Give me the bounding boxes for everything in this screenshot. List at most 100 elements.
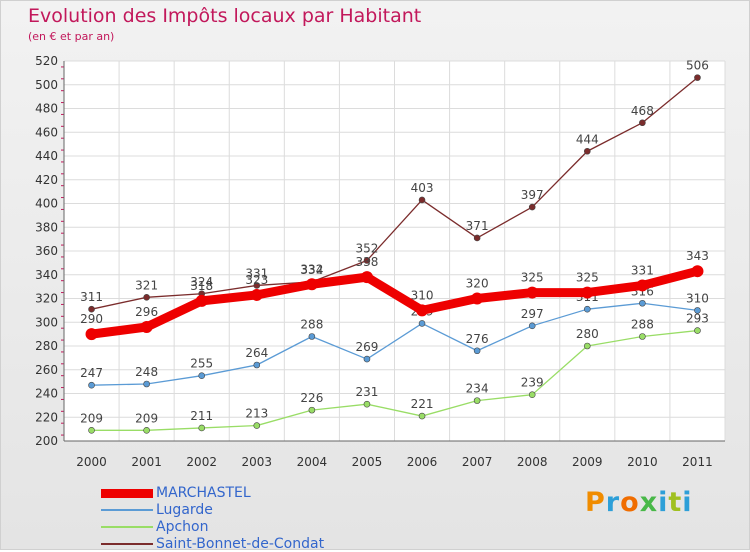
legend-label: Lugarde bbox=[156, 502, 213, 518]
y-tick-label: 280 bbox=[35, 339, 58, 353]
legend-swatch bbox=[101, 526, 153, 528]
data-label: 371 bbox=[466, 219, 489, 233]
data-point bbox=[583, 147, 591, 155]
data-label: 403 bbox=[411, 181, 434, 195]
data-label: 332 bbox=[300, 262, 323, 276]
y-tick-label: 380 bbox=[35, 220, 58, 234]
data-point bbox=[143, 427, 150, 434]
data-label: 310 bbox=[411, 288, 434, 302]
y-tick-label: 320 bbox=[35, 292, 58, 306]
data-label: 444 bbox=[576, 132, 599, 146]
data-label: 280 bbox=[576, 327, 599, 341]
x-tick-label: 2006 bbox=[407, 455, 438, 469]
data-label: 331 bbox=[631, 263, 654, 277]
data-point bbox=[418, 196, 426, 204]
legend-item: MARCHASTEL bbox=[101, 485, 361, 501]
data-label: 209 bbox=[135, 411, 158, 425]
data-point bbox=[363, 400, 371, 408]
data-label: 338 bbox=[356, 255, 379, 269]
data-point bbox=[639, 333, 646, 340]
data-point bbox=[88, 427, 95, 434]
data-label: 352 bbox=[356, 242, 379, 256]
data-point bbox=[305, 278, 318, 291]
data-label: 209 bbox=[80, 411, 103, 425]
data-point bbox=[581, 286, 594, 299]
data-point bbox=[418, 320, 426, 327]
y-tick-label: 300 bbox=[35, 315, 58, 329]
x-tick-label: 2002 bbox=[186, 455, 217, 469]
data-point bbox=[88, 381, 95, 389]
y-tick-label: 260 bbox=[35, 363, 58, 377]
data-label: 468 bbox=[631, 104, 654, 118]
legend-item: Apchon bbox=[101, 519, 361, 535]
data-label: 323 bbox=[245, 273, 268, 287]
series-line-2 bbox=[90, 329, 699, 431]
data-label: 288 bbox=[631, 318, 654, 332]
x-tick-label: 2001 bbox=[131, 455, 162, 469]
x-tick-label: 2005 bbox=[352, 455, 383, 469]
data-label: 231 bbox=[356, 385, 379, 399]
data-label: 324 bbox=[190, 275, 213, 289]
data-label: 211 bbox=[190, 409, 213, 423]
series-line-0 bbox=[87, 266, 702, 339]
legend-swatch bbox=[101, 488, 153, 498]
data-point bbox=[473, 397, 481, 404]
y-tick-label: 520 bbox=[35, 54, 58, 68]
legend-label: Apchon bbox=[156, 519, 209, 535]
data-label: 334 bbox=[300, 263, 323, 277]
y-tick-label: 340 bbox=[35, 268, 58, 282]
legend-swatch bbox=[101, 509, 153, 511]
data-point bbox=[694, 327, 701, 334]
data-point bbox=[639, 299, 646, 307]
data-label: 269 bbox=[356, 340, 379, 354]
chart-subtitle: (en € et par an) bbox=[28, 30, 115, 43]
proxiti-logo: Proxiti bbox=[585, 487, 693, 518]
legend-label: MARCHASTEL bbox=[156, 485, 251, 501]
data-label: 247 bbox=[80, 366, 103, 380]
data-label: 343 bbox=[686, 249, 709, 263]
data-point bbox=[88, 305, 95, 313]
data-label: 297 bbox=[521, 307, 544, 321]
legend-item: Lugarde bbox=[101, 502, 361, 518]
data-label: 310 bbox=[686, 291, 709, 305]
y-tick-label: 440 bbox=[35, 149, 58, 163]
data-point bbox=[636, 279, 649, 292]
data-point bbox=[583, 342, 591, 350]
data-point bbox=[418, 412, 426, 420]
data-point bbox=[85, 328, 98, 341]
data-point bbox=[363, 257, 371, 264]
data-point bbox=[253, 361, 261, 369]
data-label: 290 bbox=[80, 312, 103, 326]
data-point bbox=[195, 294, 208, 307]
data-label: 213 bbox=[245, 407, 268, 421]
data-point bbox=[363, 355, 371, 363]
x-tick-label: 2003 bbox=[242, 455, 273, 469]
data-point bbox=[416, 304, 429, 317]
data-label: 293 bbox=[686, 312, 709, 326]
data-label: 321 bbox=[135, 278, 158, 292]
data-label: 397 bbox=[521, 188, 544, 202]
data-point bbox=[691, 265, 704, 278]
y-tick-label: 240 bbox=[35, 387, 58, 401]
data-label: 264 bbox=[245, 346, 268, 360]
data-point bbox=[473, 234, 481, 242]
data-point bbox=[143, 380, 150, 388]
series-line-1 bbox=[90, 302, 699, 386]
data-label: 506 bbox=[686, 59, 709, 73]
data-point bbox=[308, 333, 316, 340]
x-tick-label: 2008 bbox=[517, 455, 548, 469]
data-label: 318 bbox=[190, 279, 213, 293]
data-label: 296 bbox=[135, 305, 158, 319]
data-label: 221 bbox=[411, 397, 434, 411]
data-point bbox=[473, 347, 481, 355]
data-label: 325 bbox=[521, 271, 544, 285]
x-tick-label: 2010 bbox=[627, 455, 658, 469]
data-label: 288 bbox=[300, 318, 323, 332]
data-label: 234 bbox=[466, 382, 489, 396]
data-point bbox=[143, 294, 150, 301]
data-point bbox=[471, 292, 484, 305]
y-tick-label: 480 bbox=[35, 102, 58, 116]
data-point bbox=[253, 282, 261, 289]
y-tick-label: 420 bbox=[35, 173, 58, 187]
